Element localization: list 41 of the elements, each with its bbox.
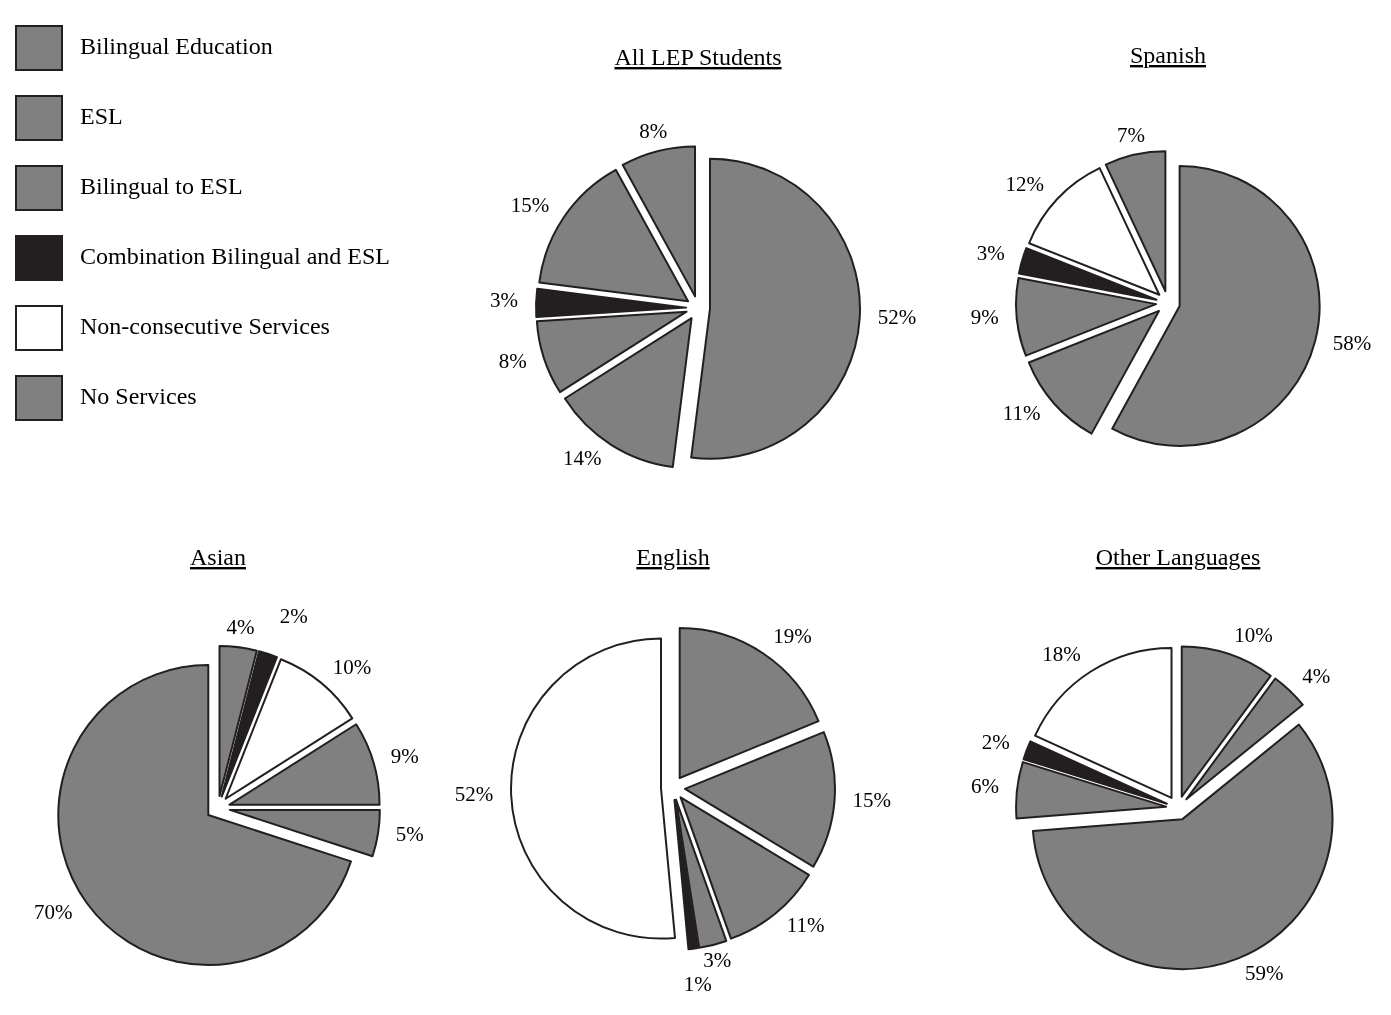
data-label: 6% (971, 773, 1000, 798)
data-label: 11% (786, 913, 825, 938)
legend-label: ESL (80, 102, 123, 129)
legend-label: Bilingual to ESL (80, 172, 243, 199)
data-label: 15% (510, 192, 550, 217)
data-label: 9% (390, 743, 419, 768)
data-label: 52% (877, 305, 917, 330)
data-label: 11% (1002, 401, 1041, 426)
data-label: 9% (970, 304, 999, 329)
chart-title: All LEP Students (614, 44, 782, 70)
data-label: 14% (563, 445, 602, 470)
data-label: 8% (498, 349, 527, 374)
chart-title: English (636, 544, 710, 570)
data-label: 12% (1005, 172, 1045, 197)
data-label: 58% (1332, 331, 1372, 356)
legend-label: Bilingual Education (80, 32, 273, 59)
chart-title: Asian (190, 544, 246, 570)
text: Spanish (1129, 42, 1207, 68)
data-label: 2% (981, 729, 1010, 754)
data-label: 5% (395, 821, 424, 846)
data-label: 3% (490, 288, 519, 313)
data-label: 10% (1234, 622, 1273, 647)
legend-label: No Services (80, 382, 197, 409)
data-label: 59% (1244, 960, 1284, 985)
data-label: 2% (279, 603, 308, 628)
data-label: 19% (773, 624, 812, 649)
data-label: 52% (454, 782, 494, 807)
data-label: 8% (639, 119, 668, 144)
data-label: 3% (703, 948, 732, 973)
data-label: 4% (226, 615, 255, 640)
data-label: 7% (1116, 122, 1145, 147)
data-label: 3% (976, 241, 1005, 266)
data-label: 4% (1302, 663, 1331, 688)
chart-title: Other Languages (1095, 544, 1261, 570)
data-label: 70% (33, 899, 73, 924)
data-label: 15% (852, 787, 891, 812)
legend-label: Combination Bilingual and ESL (80, 242, 390, 269)
data-label: 18% (1042, 642, 1081, 667)
data-label: 10% (332, 655, 372, 680)
legend-label: Non-consecutive Services (80, 312, 330, 339)
data-label: 1% (683, 972, 712, 997)
